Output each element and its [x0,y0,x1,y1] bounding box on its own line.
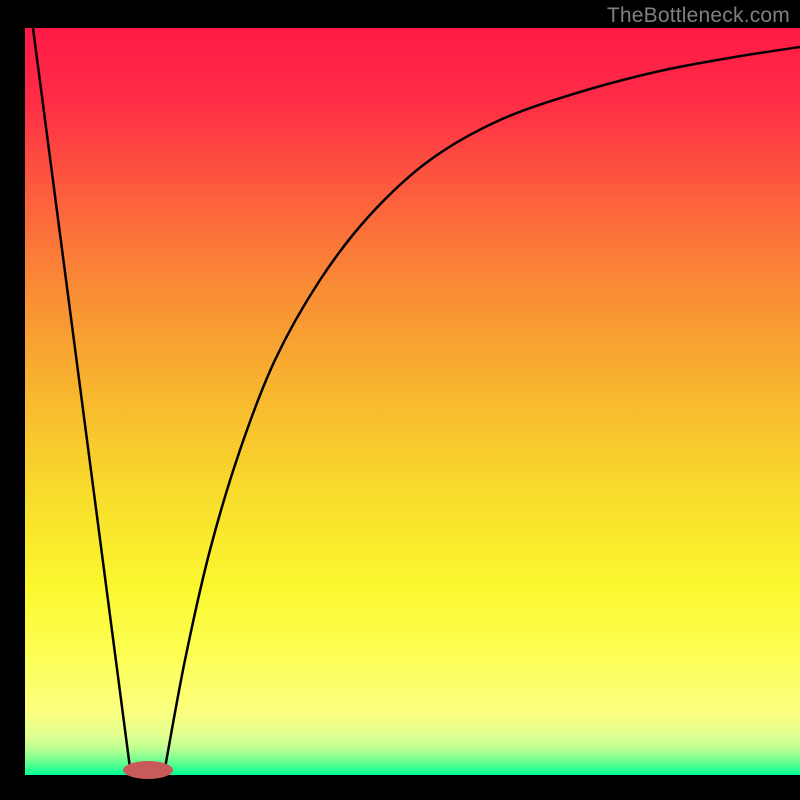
chart-svg [0,0,800,800]
optimum-marker [123,761,173,779]
plot-background [25,28,800,775]
bottleneck-chart: TheBottleneck.com [0,0,800,800]
watermark-text: TheBottleneck.com [607,4,790,28]
